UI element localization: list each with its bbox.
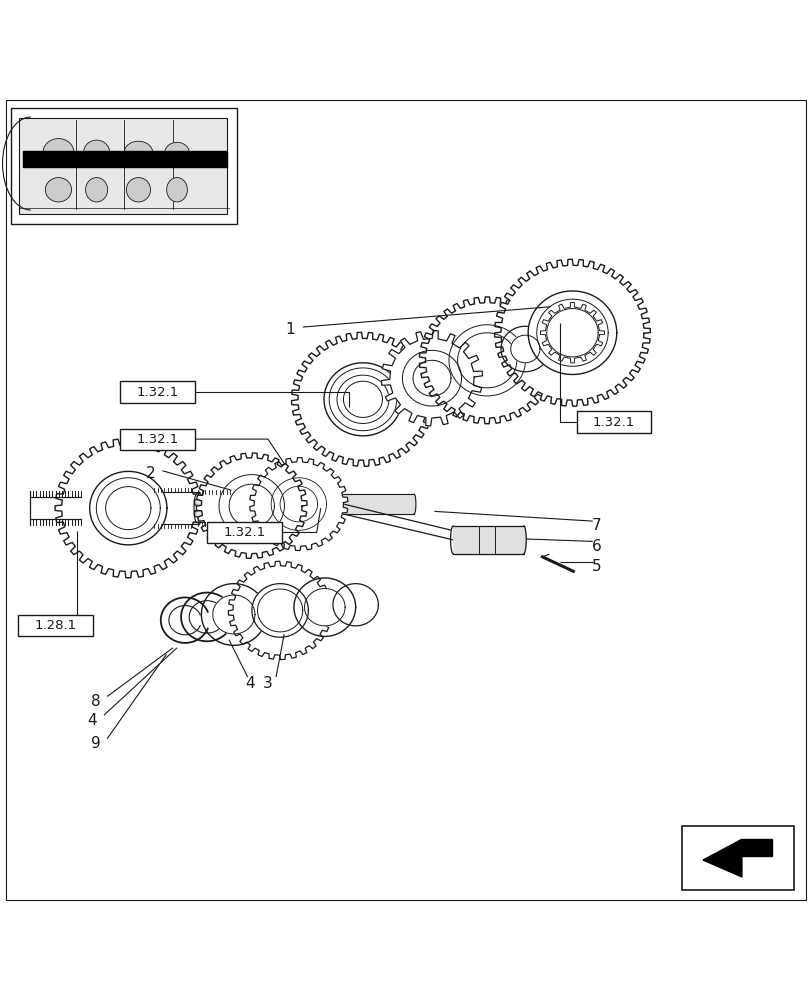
Ellipse shape bbox=[166, 178, 187, 202]
Ellipse shape bbox=[165, 142, 189, 162]
Polygon shape bbox=[453, 526, 523, 554]
Text: 8: 8 bbox=[91, 694, 101, 709]
Polygon shape bbox=[500, 326, 549, 372]
Polygon shape bbox=[196, 453, 307, 558]
Polygon shape bbox=[81, 498, 120, 519]
Text: 1.28.1: 1.28.1 bbox=[34, 619, 76, 632]
Text: 1.32.1: 1.32.1 bbox=[136, 386, 178, 399]
Polygon shape bbox=[324, 363, 401, 436]
Polygon shape bbox=[414, 494, 415, 514]
Polygon shape bbox=[196, 494, 235, 522]
Ellipse shape bbox=[45, 178, 71, 202]
Bar bbox=[681, 826, 793, 890]
Polygon shape bbox=[235, 494, 238, 522]
Text: 2: 2 bbox=[145, 466, 155, 481]
Bar bbox=[11, 108, 237, 224]
Polygon shape bbox=[510, 335, 539, 363]
Ellipse shape bbox=[124, 141, 152, 164]
Polygon shape bbox=[212, 595, 255, 634]
Bar bbox=[18, 615, 92, 636]
Polygon shape bbox=[523, 526, 526, 554]
Bar bbox=[576, 411, 650, 433]
Polygon shape bbox=[89, 471, 167, 545]
Text: 7: 7 bbox=[591, 518, 601, 533]
Text: 4: 4 bbox=[87, 713, 97, 728]
Text: 3: 3 bbox=[263, 676, 272, 691]
Text: 1.32.1: 1.32.1 bbox=[592, 416, 634, 429]
Polygon shape bbox=[201, 584, 266, 645]
Polygon shape bbox=[741, 839, 771, 856]
Ellipse shape bbox=[84, 140, 109, 165]
Text: 1: 1 bbox=[285, 322, 294, 337]
Polygon shape bbox=[120, 498, 122, 519]
Polygon shape bbox=[294, 578, 355, 636]
Polygon shape bbox=[30, 497, 81, 519]
Text: 6: 6 bbox=[591, 539, 601, 554]
Bar bbox=[207, 522, 281, 543]
Text: 1.32.1: 1.32.1 bbox=[136, 433, 178, 446]
Text: 1.32.1: 1.32.1 bbox=[223, 526, 265, 539]
Bar bbox=[120, 429, 195, 450]
Polygon shape bbox=[333, 584, 378, 626]
Polygon shape bbox=[320, 494, 414, 514]
Polygon shape bbox=[381, 330, 482, 426]
Polygon shape bbox=[702, 839, 741, 877]
Bar bbox=[19, 118, 227, 214]
Polygon shape bbox=[55, 438, 201, 578]
Polygon shape bbox=[251, 584, 308, 637]
Ellipse shape bbox=[43, 139, 74, 166]
Ellipse shape bbox=[127, 178, 150, 202]
Polygon shape bbox=[291, 332, 434, 466]
Polygon shape bbox=[150, 492, 199, 524]
Polygon shape bbox=[418, 297, 555, 424]
Polygon shape bbox=[304, 589, 345, 626]
Polygon shape bbox=[23, 151, 227, 167]
Polygon shape bbox=[199, 492, 202, 524]
Text: 9: 9 bbox=[91, 736, 101, 751]
Text: 5: 5 bbox=[591, 559, 601, 574]
Polygon shape bbox=[228, 561, 332, 660]
Bar bbox=[120, 381, 195, 403]
Polygon shape bbox=[494, 259, 650, 406]
Polygon shape bbox=[527, 291, 616, 375]
Polygon shape bbox=[250, 458, 347, 550]
Ellipse shape bbox=[85, 178, 108, 202]
Text: 4: 4 bbox=[245, 676, 255, 691]
